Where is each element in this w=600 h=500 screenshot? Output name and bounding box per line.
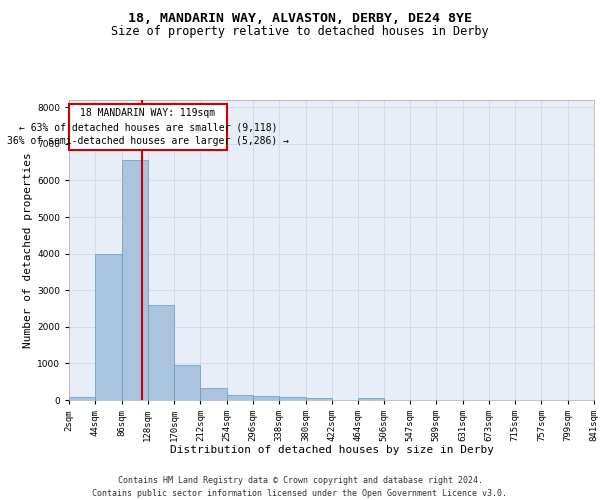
Text: 18, MANDARIN WAY, ALVASTON, DERBY, DE24 8YE: 18, MANDARIN WAY, ALVASTON, DERBY, DE24 … (128, 12, 472, 26)
Bar (95, 254, 122, 400)
Text: Contains HM Land Registry data © Crown copyright and database right 2024.
Contai: Contains HM Land Registry data © Crown c… (92, 476, 508, 498)
Bar (148, 305, 174, 400)
Text: 18 MANDARIN WAY: 119sqm
← 63% of detached houses are smaller (9,118)
36% of semi: 18 MANDARIN WAY: 119sqm ← 63% of detache… (7, 108, 289, 146)
X-axis label: Distribution of detached houses by size in Derby: Distribution of detached houses by size … (170, 446, 493, 456)
Y-axis label: Number of detached properties: Number of detached properties (23, 152, 33, 348)
Bar (200, 388, 227, 400)
Bar (279, 398, 305, 400)
Bar (69, 397, 95, 400)
Bar (174, 365, 200, 400)
FancyBboxPatch shape (69, 104, 227, 150)
Text: Size of property relative to detached houses in Derby: Size of property relative to detached ho… (111, 25, 489, 38)
Bar (358, 398, 385, 400)
Bar (227, 395, 253, 400)
Bar (122, 160, 148, 400)
Bar (305, 398, 332, 400)
Bar (253, 396, 279, 400)
